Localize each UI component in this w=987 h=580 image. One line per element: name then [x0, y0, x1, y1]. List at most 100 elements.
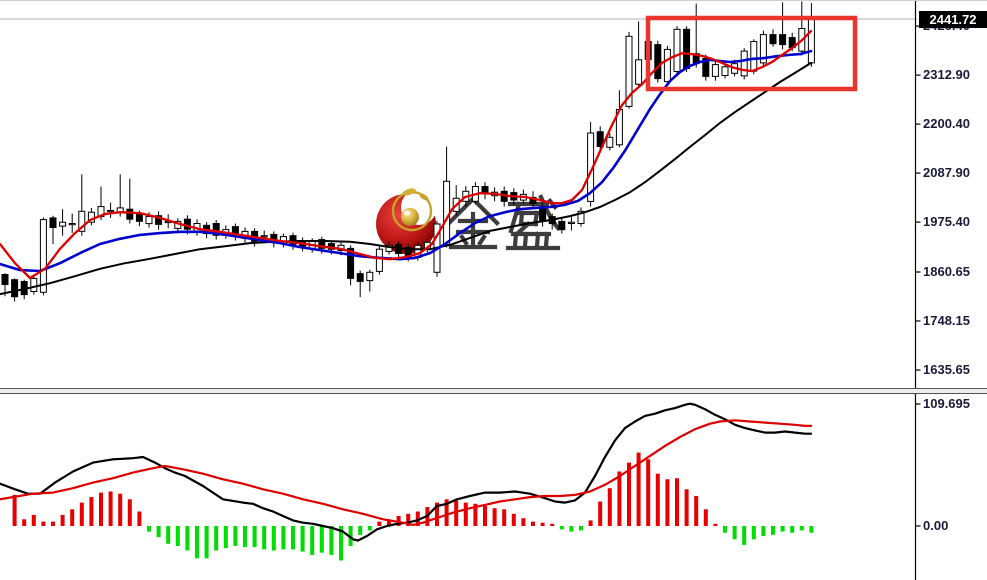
histogram-bar [790, 526, 795, 533]
histogram-bar [70, 509, 75, 526]
histogram-bar [569, 526, 574, 532]
histogram-bar [300, 526, 305, 552]
histogram-bar [665, 479, 670, 526]
candle-body [779, 34, 787, 46]
candle-body [145, 216, 153, 225]
candle-body [68, 223, 76, 226]
histogram-bar [291, 526, 295, 550]
candle-body [318, 239, 326, 249]
candle-body [59, 221, 67, 227]
histogram-bar [463, 502, 468, 526]
histogram-bar [771, 526, 775, 535]
histogram-bar [780, 526, 785, 532]
candle-body [1, 274, 9, 285]
histogram-bar [233, 526, 238, 546]
candle-body [740, 50, 748, 77]
highlight-rectangle[interactable] [645, 15, 858, 92]
histogram-bar [12, 494, 17, 526]
histogram-bar [367, 526, 372, 531]
candle-body [375, 248, 383, 272]
histogram-bar [723, 526, 727, 533]
histogram-bar [742, 526, 747, 545]
candle-body [49, 217, 57, 228]
histogram-bar [502, 509, 507, 526]
histogram-bar [559, 526, 564, 530]
panel-splitter[interactable] [0, 388, 987, 394]
candle-body [366, 271, 374, 282]
histogram-bar [137, 511, 142, 526]
candle-body [30, 277, 38, 292]
candle-body [683, 28, 691, 69]
histogram-bar [252, 526, 257, 548]
histogram-bar [444, 499, 449, 526]
histogram-bar [31, 514, 36, 526]
histogram-bar [492, 508, 497, 526]
histogram-bar [531, 521, 535, 526]
histogram-bar [262, 526, 267, 550]
histogram-bar [387, 519, 391, 526]
histogram-bar [550, 523, 555, 526]
macd-histogram [12, 452, 814, 561]
histogram-bar [406, 513, 411, 526]
histogram-bar [41, 521, 46, 526]
candle-body [654, 44, 662, 80]
histogram-bar [483, 506, 487, 526]
candle-body [126, 208, 134, 220]
histogram-bar [646, 459, 651, 526]
histogram-bar [339, 526, 343, 561]
histogram-bar [175, 526, 180, 546]
candle-body [635, 59, 643, 85]
histogram-bar [579, 526, 583, 531]
histogram-bar [617, 471, 622, 526]
histogram-bar [348, 526, 353, 546]
candle-body [39, 219, 47, 293]
histogram-bar [281, 526, 286, 550]
ma-slow-line [0, 61, 812, 296]
histogram-bar [732, 526, 737, 540]
histogram-bar [358, 526, 363, 535]
histogram-bar [195, 526, 199, 559]
candle-body [11, 279, 19, 298]
candle-body [260, 235, 268, 238]
histogram-bar [185, 526, 190, 551]
histogram-bar [607, 488, 612, 526]
ma-mid-line [0, 49, 813, 273]
histogram-bar [22, 519, 27, 526]
candle-body [711, 64, 719, 77]
histogram-bar [598, 501, 603, 526]
histogram-bar [627, 462, 631, 526]
histogram-bar [51, 521, 55, 526]
candle-body [577, 210, 585, 225]
candle-body [759, 34, 767, 64]
ma-fast-line [0, 29, 813, 280]
candle-body [750, 41, 758, 72]
histogram-bar [636, 452, 641, 526]
candle-body [385, 244, 393, 252]
histogram-bar [694, 496, 699, 526]
histogram-bar [655, 473, 660, 526]
histogram-bar [761, 526, 766, 536]
histogram-bar [214, 526, 219, 551]
histogram-bar [454, 500, 459, 526]
histogram-bar [99, 492, 103, 526]
histogram-bar [166, 526, 171, 544]
histogram-bar [511, 513, 516, 526]
histogram-bar [377, 521, 382, 526]
candle-body [769, 34, 777, 45]
histogram-bar [243, 526, 247, 548]
histogram-bar [108, 491, 113, 526]
candle-body [356, 273, 364, 282]
histogram-bar [675, 478, 679, 526]
histogram-bar [588, 520, 593, 526]
candle-body [212, 223, 220, 236]
candle-body [625, 35, 633, 107]
macd-indicator-panel[interactable] [0, 394, 987, 580]
candle-body [673, 28, 681, 72]
histogram-bar [809, 526, 814, 533]
histogram-bar [684, 489, 689, 526]
histogram-bar [799, 526, 804, 531]
histogram-bar [540, 522, 545, 526]
price-chart-panel[interactable] [0, 1, 987, 393]
histogram-bar [319, 526, 324, 553]
